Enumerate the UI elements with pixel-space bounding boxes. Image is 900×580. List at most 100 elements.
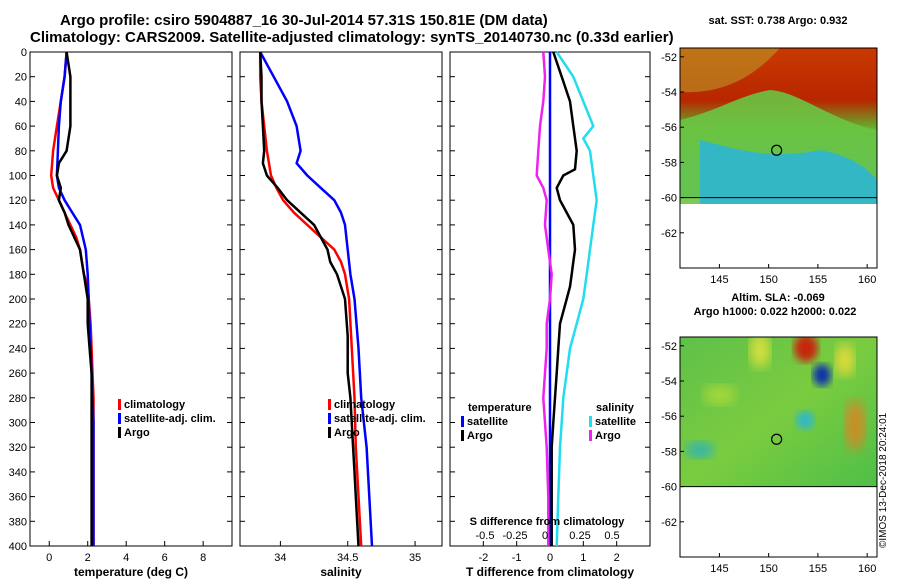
legend-entry: Argo — [467, 430, 493, 442]
x-tick-label: 1 — [580, 552, 586, 564]
y-tick-label: 60 — [15, 121, 27, 133]
legend-swatch — [589, 430, 592, 441]
map-x-tick-label: 145 — [710, 274, 728, 286]
title-line-2: Climatology: CARS2009. Satellite-adjuste… — [30, 29, 674, 46]
x-axis-label: temperature (deg C) — [74, 565, 188, 579]
alt-yellow-patch — [704, 385, 736, 405]
title-line-1: Argo profile: csiro 5904887_16 30-Jul-20… — [60, 12, 548, 29]
legend-swatch — [328, 413, 331, 424]
y-tick-label: 20 — [15, 72, 27, 84]
x-tick-label-top: 0.5 — [604, 530, 619, 542]
map-y-tick-label: -60 — [661, 193, 677, 205]
map-y-tick-label: -58 — [661, 446, 677, 458]
x-axis-label: salinity — [320, 565, 362, 579]
x-tick-label: 6 — [162, 552, 168, 564]
series-argo — [55, 51, 93, 546]
x-tick-label-top: -0.25 — [502, 530, 527, 542]
sst-cyan-band — [700, 140, 877, 204]
legend-entry: satellite-adj. clim. — [334, 413, 426, 425]
y-tick-label: 320 — [9, 442, 27, 454]
x-tick-label-top: 0 — [542, 530, 548, 542]
y-tick-label: 340 — [9, 467, 27, 479]
x-tick-label: 2 — [614, 552, 620, 564]
y-tick-label: 40 — [15, 96, 27, 108]
series-salinity-argo — [535, 51, 553, 546]
y-tick-label: 80 — [15, 146, 27, 158]
x-tick-label: 0 — [46, 552, 52, 564]
panel-2: -2 -1 0 1 2T difference from climatology S di… — [449, 51, 651, 579]
y-tick-label: 160 — [9, 245, 27, 257]
x-tick-label: 0 — [547, 552, 553, 564]
series-salinity-satellite — [555, 51, 598, 547]
y-tick-label: 280 — [9, 393, 27, 405]
legend-entry: Argo — [124, 427, 150, 439]
sst-map-title: sat. SST: 0.738 Argo: 0.932 — [709, 15, 848, 27]
alt-map-title: Altim. SLA: -0.069 — [731, 292, 825, 304]
map-x-tick-label: 150 — [759, 563, 777, 575]
y-tick-label: 300 — [9, 418, 27, 430]
map-y-tick-label: -52 — [661, 52, 677, 64]
legend-swatch — [118, 413, 121, 424]
legend-entry: satellite — [467, 416, 508, 428]
y-tick-label: 360 — [9, 492, 27, 504]
y-tick-label: 220 — [9, 319, 27, 331]
panel-frame — [29, 51, 233, 547]
y-tick-label: 260 — [9, 368, 27, 380]
argo-marker — [771, 144, 783, 156]
y-tick-label: 400 — [9, 541, 27, 553]
legend-entry: satellite — [595, 416, 636, 428]
x-tick-label: -1 — [512, 552, 522, 564]
legend-entry: Argo — [334, 427, 360, 439]
x-axis-label-top: S difference from climatology — [470, 516, 626, 528]
legend-swatch — [118, 399, 121, 410]
map-y-tick-label: -54 — [661, 87, 677, 99]
series-climatology — [258, 52, 363, 547]
legend-swatch — [328, 427, 331, 438]
alt-cyan-patch — [686, 442, 714, 458]
map-x-tick-label: 155 — [809, 563, 827, 575]
alt-yellow-patch — [836, 344, 854, 376]
x-tick-label: 35 — [409, 552, 421, 564]
map-y-tick-label: -56 — [661, 122, 677, 134]
map-x-tick-label: 155 — [809, 274, 827, 286]
map-image — [680, 48, 877, 204]
map-y-tick-label: -54 — [661, 376, 677, 388]
map-y-tick-label: -62 — [661, 517, 677, 529]
y-tick-label: 240 — [9, 343, 27, 355]
alt-high-anomaly — [794, 337, 818, 362]
legend-swatch — [118, 427, 121, 438]
map-y-tick-label: -58 — [661, 157, 677, 169]
altimetry-map: -52 -54 -56 -58 -60 -62 145 150 155 160 Altim. SLA… — [661, 292, 878, 575]
legend-entry: climatology — [334, 399, 396, 411]
y-tick-label: 180 — [9, 269, 27, 281]
map-frame — [679, 47, 878, 269]
legend-entry: Argo — [595, 430, 621, 442]
y-tick-label: 100 — [9, 171, 27, 183]
alt-low-anomaly — [813, 364, 831, 386]
y-tick-label: 200 — [9, 294, 27, 306]
legend-title-salinity: salinity — [596, 402, 635, 414]
y-tick-label: 120 — [9, 195, 27, 207]
legend-entry: satellite-adj. clim. — [124, 413, 216, 425]
legend-entry: climatology — [124, 399, 186, 411]
map-x-tick-label: 145 — [710, 563, 728, 575]
legend-swatch — [589, 416, 592, 427]
map-x-tick-label: 160 — [858, 563, 876, 575]
map-y-tick-label: -52 — [661, 341, 677, 353]
x-axis-label: T difference from climatology — [466, 565, 634, 579]
legend-swatch — [328, 399, 331, 410]
legend-swatch — [461, 416, 464, 427]
map-image — [680, 337, 877, 487]
series-satellite-adj-clim- — [55, 51, 95, 546]
x-tick-label: 4 — [123, 552, 129, 564]
series-temperature-argo — [550, 51, 578, 546]
y-tick-label: 0 — [21, 47, 27, 59]
panel-0: 0204060801001201401601802002202402602803… — [9, 47, 233, 579]
alt-orange-patch — [845, 400, 865, 450]
x-tick-label-top: -0.5 — [476, 530, 495, 542]
x-tick-label: 34.5 — [337, 552, 358, 564]
x-tick-label: 34 — [274, 552, 286, 564]
map-y-tick-label: -56 — [661, 411, 677, 423]
alt-cyan-patch — [796, 411, 814, 429]
